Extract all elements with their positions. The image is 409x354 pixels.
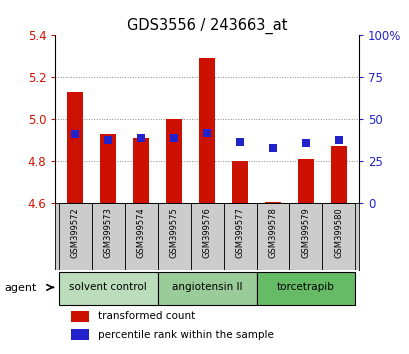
Bar [157, 203, 190, 270]
Point [335, 137, 342, 143]
Bar [198, 58, 215, 203]
Text: percentile rank within the sample: percentile rank within the sample [98, 330, 273, 340]
Text: torcetrapib: torcetrapib [276, 282, 334, 292]
Bar [157, 272, 256, 305]
Point [236, 139, 243, 145]
Point [171, 135, 177, 140]
Text: GSM399572: GSM399572 [70, 207, 79, 258]
Title: GDS3556 / 243663_at: GDS3556 / 243663_at [126, 18, 287, 34]
Bar [289, 203, 322, 270]
Bar [70, 329, 88, 341]
Text: GSM399573: GSM399573 [103, 207, 112, 258]
Bar [330, 146, 346, 203]
Text: GSM399580: GSM399580 [334, 207, 343, 258]
Bar [165, 119, 182, 203]
Text: GSM399575: GSM399575 [169, 207, 178, 258]
Bar [256, 203, 289, 270]
Bar [264, 202, 281, 203]
Bar [91, 203, 124, 270]
Text: angiotensin II: angiotensin II [171, 282, 242, 292]
Point [72, 131, 78, 137]
Bar [322, 203, 355, 270]
Text: GSM399579: GSM399579 [301, 207, 310, 258]
Text: GSM399574: GSM399574 [136, 207, 145, 258]
Bar [100, 134, 116, 203]
Text: GSM399577: GSM399577 [235, 207, 244, 258]
Point [302, 140, 308, 145]
Bar [58, 203, 91, 270]
Bar [256, 272, 355, 305]
Text: GSM399578: GSM399578 [268, 207, 277, 258]
Point [137, 135, 144, 141]
Bar [67, 92, 83, 203]
Bar [190, 203, 223, 270]
Bar [58, 272, 157, 305]
Point [203, 131, 210, 136]
Text: GSM399576: GSM399576 [202, 207, 211, 258]
Point [105, 137, 111, 143]
Point [269, 145, 276, 150]
Text: agent: agent [4, 283, 36, 293]
Bar [70, 311, 88, 322]
Text: transformed count: transformed count [98, 312, 195, 321]
Bar [133, 138, 149, 203]
Bar [124, 203, 157, 270]
Bar [223, 203, 256, 270]
Bar [297, 159, 313, 203]
Text: solvent control: solvent control [69, 282, 147, 292]
Bar [231, 161, 248, 203]
